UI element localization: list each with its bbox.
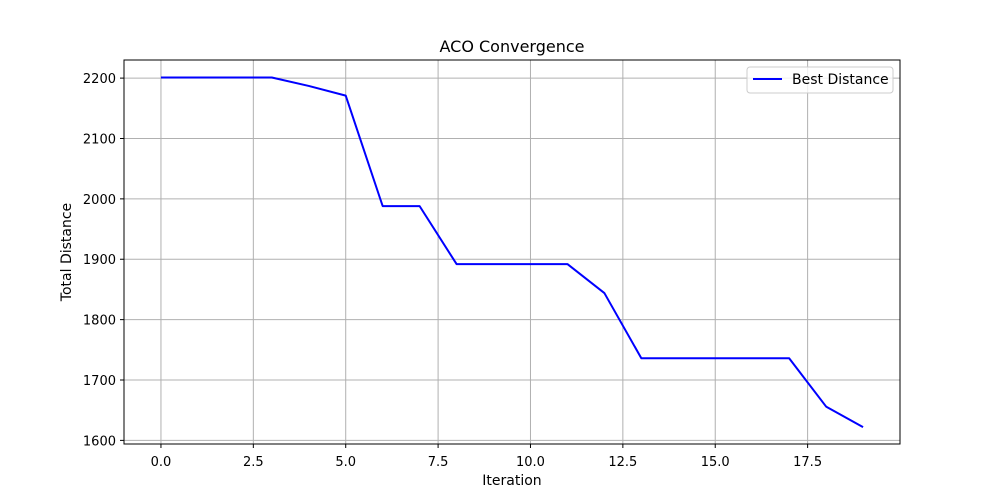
y-tick-label: 1600: [83, 434, 116, 449]
y-tick-label: 1800: [83, 314, 116, 329]
x-tick-label: 17.5: [793, 455, 822, 470]
plot-area-frame: [123, 59, 901, 445]
x-axis-label: Iteration: [482, 473, 541, 489]
ticks: 0.0 2.5 5.0 7.5 10.0 12.5 15.0 17.5 1600 1700 1800…: [83, 72, 822, 470]
x-tick-label: 5.0: [335, 455, 356, 470]
y-axis-label: Total Distance: [59, 203, 75, 302]
grid: [124, 60, 900, 444]
x-tick-label: 10.0: [516, 455, 545, 470]
x-tick-label: 7.5: [428, 455, 449, 470]
legend: Best Distance: [746, 66, 894, 94]
y-tick-label: 1700: [83, 374, 116, 389]
y-tick-label: 1900: [83, 253, 116, 268]
x-tick-label: 2.5: [243, 455, 264, 470]
y-tick-label: 2000: [83, 193, 116, 208]
legend-label-best-distance: Best Distance: [792, 72, 889, 88]
x-tick-label: 0.0: [151, 455, 172, 470]
x-tick-label: 12.5: [608, 455, 637, 470]
x-tick-label: 15.0: [701, 455, 730, 470]
series-layer: [160, 76, 864, 428]
legend-box: [746, 66, 894, 94]
series-line-best-distance: [160, 76, 864, 428]
chart-title: ACO Convergence: [439, 37, 584, 56]
y-tick-label: 2100: [83, 132, 116, 147]
y-tick-label: 2200: [83, 72, 116, 87]
